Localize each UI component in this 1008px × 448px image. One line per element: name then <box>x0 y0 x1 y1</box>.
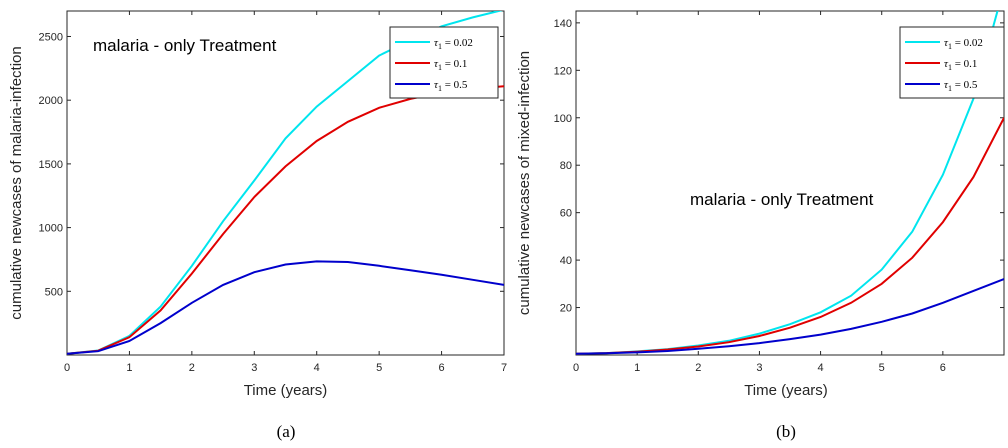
legend-symbol: τ <box>944 79 949 91</box>
x-axis-label: Time (years) <box>244 382 328 399</box>
x-tick-label: 3 <box>756 362 762 374</box>
legend-symbol: τ <box>434 58 439 70</box>
x-tick-label: 7 <box>501 362 507 374</box>
legend-value: = 0.02 <box>442 37 473 49</box>
x-tick-label: 1 <box>634 362 640 374</box>
panel-caption: (b) <box>776 422 796 441</box>
legend-subscript: 1 <box>438 63 442 72</box>
y-tick-label: 1500 <box>39 159 63 171</box>
y-axis-label: cumulative newcases of malaria-infection <box>8 46 25 319</box>
legend-subscript: 1 <box>438 42 442 51</box>
x-axis-label: Time (years) <box>744 382 828 399</box>
legend-subscript: 1 <box>948 63 952 72</box>
y-tick-label: 2000 <box>39 95 63 107</box>
legend-label-2: τ1 = 0.1 <box>944 58 977 72</box>
y-tick-label: 20 <box>560 303 572 315</box>
x-tick-label: 2 <box>189 362 195 374</box>
legend-subscript: 1 <box>438 84 442 93</box>
x-tick-label: 5 <box>879 362 885 374</box>
chart-panel-a: 0 1 2 3 4 5 6 7 500 1000 1500 2000 2500 Time (years) c… <box>8 10 507 441</box>
x-tick-label: 0 <box>573 362 579 374</box>
series-line-3 <box>576 278 1004 355</box>
y-axis-label: cumulative newcases of mixed-infection <box>516 51 533 315</box>
legend-symbol: τ <box>434 37 439 49</box>
y-tick-label: 2500 <box>39 31 63 43</box>
legend-value: = 0.5 <box>442 79 468 91</box>
legend-value: = 0.5 <box>952 79 978 91</box>
y-tick-label: 500 <box>45 286 63 298</box>
x-tick-label: 4 <box>314 362 320 374</box>
legend-label-3: τ1 = 0.5 <box>434 79 468 93</box>
legend-value: = 0.02 <box>952 37 983 49</box>
legend-label-3: τ1 = 0.5 <box>944 79 978 93</box>
y-tick-label: 80 <box>560 160 572 172</box>
y-tick-label: 40 <box>560 255 572 267</box>
x-tick-label: 6 <box>439 362 445 374</box>
y-tick-label: 120 <box>554 65 572 77</box>
chart-annotation: malaria - only Treatment <box>93 36 277 55</box>
legend-subscript: 1 <box>948 42 952 51</box>
y-tick-label: 1000 <box>39 223 63 235</box>
series-line-3 <box>67 260 504 355</box>
y-tick-label: 100 <box>554 113 572 125</box>
chart-annotation: malaria - only Treatment <box>690 190 874 209</box>
y-tick-label: 140 <box>554 18 572 30</box>
x-tick-label: 4 <box>818 362 824 374</box>
legend-label-2: τ1 = 0.1 <box>434 58 467 72</box>
legend-symbol: τ <box>434 79 439 91</box>
x-tick-label: 2 <box>695 362 701 374</box>
x-tick-label: 3 <box>251 362 257 374</box>
legend-subscript: 1 <box>948 84 952 93</box>
legend-value: = 0.1 <box>442 58 467 70</box>
legend-symbol: τ <box>944 37 949 49</box>
x-tick-label: 0 <box>64 362 70 374</box>
y-tick-label: 60 <box>560 208 572 220</box>
legend-label-1: τ1 = 0.02 <box>434 37 473 51</box>
x-tick-label: 1 <box>126 362 132 374</box>
legend-value: = 0.1 <box>952 58 977 70</box>
panel-caption: (a) <box>277 422 296 441</box>
legend-label-1: τ1 = 0.02 <box>944 37 983 51</box>
legend-symbol: τ <box>944 58 949 70</box>
x-tick-label: 6 <box>940 362 946 374</box>
chart-panel-b: 0 1 2 3 4 5 6 20 40 60 80 100 120 140 Time (years) cumu… <box>516 10 1005 441</box>
x-tick-label: 5 <box>376 362 382 374</box>
